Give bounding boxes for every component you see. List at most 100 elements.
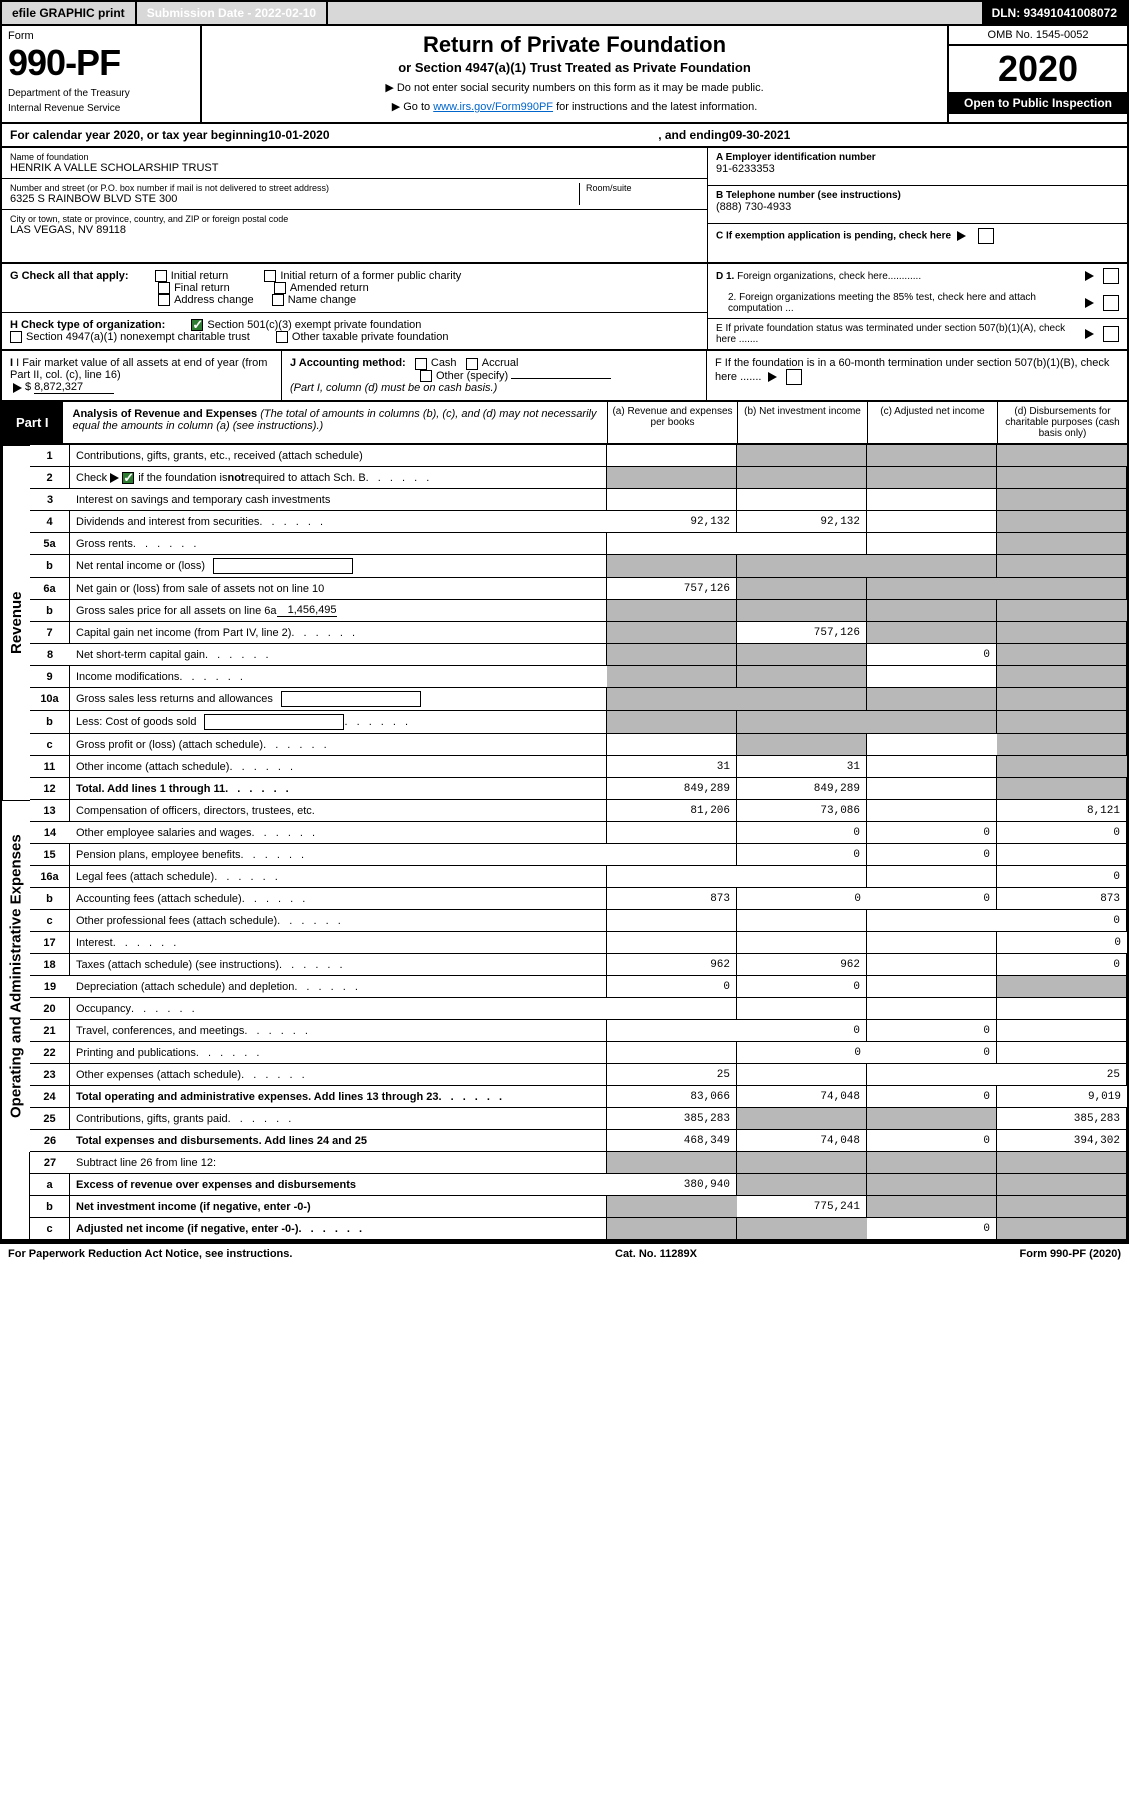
checkbox-501c3[interactable] bbox=[191, 319, 203, 331]
col-d-value: 385,283 bbox=[997, 1108, 1127, 1130]
col-c-value bbox=[867, 600, 997, 622]
tax-year: 2020 bbox=[949, 46, 1127, 92]
col-c-value bbox=[867, 954, 997, 976]
col-d-value: 0 bbox=[997, 822, 1127, 844]
line-number: 27 bbox=[30, 1152, 70, 1174]
col-a-value: 380,940 bbox=[607, 1174, 737, 1196]
col-b-value: 775,241 bbox=[737, 1196, 867, 1218]
dln: DLN: 93491041008072 bbox=[982, 2, 1127, 24]
col-b-value: 31 bbox=[737, 756, 867, 778]
line-description: Interest on savings and temporary cash i… bbox=[70, 489, 607, 511]
checkbox-initial-return[interactable] bbox=[155, 270, 167, 282]
identification-block: Name of foundation HENRIK A VALLE SCHOLA… bbox=[0, 148, 1129, 264]
line-number: 21 bbox=[30, 1020, 70, 1042]
line-number: a bbox=[30, 1174, 70, 1196]
checkbox-e[interactable] bbox=[1103, 326, 1119, 342]
line-number: 4 bbox=[30, 511, 70, 533]
col-d-value bbox=[997, 778, 1127, 800]
section-i: I I Fair market value of all assets at e… bbox=[2, 351, 282, 400]
col-b-value: 0 bbox=[737, 1020, 867, 1042]
line-number: 6a bbox=[30, 578, 70, 600]
checkbox-4947a1[interactable] bbox=[10, 331, 22, 343]
part-1-header: Part I Analysis of Revenue and Expenses … bbox=[0, 402, 1129, 445]
line-description: Dividends and interest from securities .… bbox=[70, 511, 607, 533]
col-d-value bbox=[997, 644, 1127, 666]
col-b-value bbox=[737, 467, 867, 489]
line-number: c bbox=[30, 734, 70, 756]
form-ref: Form 990-PF (2020) bbox=[1020, 1248, 1121, 1260]
checkbox-other-method[interactable] bbox=[420, 370, 432, 382]
exemption-pending-cell: C If exemption application is pending, c… bbox=[708, 224, 1127, 262]
col-b-value bbox=[737, 666, 867, 688]
col-d-value: 9,019 bbox=[997, 1086, 1127, 1108]
line-number: b bbox=[30, 711, 70, 734]
col-c-value bbox=[867, 555, 997, 578]
col-b-value: 0 bbox=[737, 822, 867, 844]
line-number: 25 bbox=[30, 1108, 70, 1130]
col-d-value: 873 bbox=[997, 888, 1127, 910]
instructions-link[interactable]: www.irs.gov/Form990PF bbox=[433, 101, 553, 113]
line-number: 17 bbox=[30, 932, 70, 954]
room-suite-label: Room/suite bbox=[586, 183, 699, 193]
form-subtitle: or Section 4947(a)(1) Trust Treated as P… bbox=[212, 60, 937, 75]
line-description: Other employee salaries and wages . . . … bbox=[70, 822, 607, 844]
checkbox-final-return[interactable] bbox=[158, 282, 170, 294]
col-d-value: 0 bbox=[997, 866, 1127, 888]
col-b-value bbox=[737, 445, 867, 467]
ein: 91-6233353 bbox=[716, 163, 1119, 175]
line-number: 24 bbox=[30, 1086, 70, 1108]
checkbox-d1[interactable] bbox=[1103, 268, 1119, 284]
col-b-value bbox=[737, 1108, 867, 1130]
col-c-value bbox=[867, 1174, 997, 1196]
checkbox-other-taxable[interactable] bbox=[276, 331, 288, 343]
line-description: Contributions, gifts, grants paid . . . … bbox=[70, 1108, 607, 1130]
efile-print-button[interactable]: efile GRAPHIC print bbox=[2, 2, 137, 24]
section-g-through-e: G Check all that apply: Initial return I… bbox=[0, 264, 1129, 351]
checkbox-amended[interactable] bbox=[274, 282, 286, 294]
checkbox-f[interactable] bbox=[786, 369, 802, 385]
col-b-value: 74,048 bbox=[737, 1086, 867, 1108]
col-a-value bbox=[607, 844, 737, 866]
line-description: Less: Cost of goods sold . . . . . . bbox=[70, 711, 607, 734]
checkbox-name-change[interactable] bbox=[272, 294, 284, 306]
col-a-value bbox=[607, 489, 737, 511]
omb-number: OMB No. 1545-0052 bbox=[949, 26, 1127, 46]
col-d-value: 394,302 bbox=[997, 1130, 1127, 1152]
col-c-value bbox=[867, 445, 997, 467]
line-description: Income modifications . . . . . . bbox=[70, 666, 607, 688]
line-description: Travel, conferences, and meetings . . . … bbox=[70, 1020, 607, 1042]
part-1-tab: Part I bbox=[2, 402, 63, 443]
col-a-value: 92,132 bbox=[607, 511, 737, 533]
checkbox-initial-former[interactable] bbox=[264, 270, 276, 282]
line-description: Net investment income (if negative, ente… bbox=[70, 1196, 607, 1218]
col-a-value bbox=[607, 998, 737, 1020]
col-d-value bbox=[997, 756, 1127, 778]
col-a-value: 83,066 bbox=[607, 1086, 737, 1108]
checkbox-address-change[interactable] bbox=[158, 294, 170, 306]
foundation-name-cell: Name of foundation HENRIK A VALLE SCHOLA… bbox=[2, 148, 707, 179]
col-a-value: 849,289 bbox=[607, 778, 737, 800]
col-a-value: 385,283 bbox=[607, 1108, 737, 1130]
col-a-value: 0 bbox=[607, 976, 737, 998]
col-a-value bbox=[607, 822, 737, 844]
col-b-value bbox=[737, 578, 867, 600]
checkbox-c[interactable] bbox=[978, 228, 994, 244]
catalog-number: Cat. No. 11289X bbox=[615, 1248, 697, 1260]
form-title-block: Return of Private Foundation or Section … bbox=[202, 26, 947, 122]
line-description: Legal fees (attach schedule) . . . . . . bbox=[70, 866, 607, 888]
checkbox-cash[interactable] bbox=[415, 358, 427, 370]
col-a-value bbox=[607, 1218, 737, 1240]
checkbox-accrual[interactable] bbox=[466, 358, 478, 370]
line-description: Total expenses and disbursements. Add li… bbox=[70, 1130, 607, 1152]
col-b-value bbox=[737, 555, 867, 578]
checkbox-d2[interactable] bbox=[1103, 295, 1119, 311]
paperwork-notice: For Paperwork Reduction Act Notice, see … bbox=[8, 1248, 292, 1260]
year-block: OMB No. 1545-0052 2020 Open to Public In… bbox=[947, 26, 1127, 122]
col-c-value bbox=[867, 1064, 997, 1086]
col-b-value bbox=[737, 489, 867, 511]
checkbox-sch-b[interactable] bbox=[122, 472, 134, 484]
col-d-header: (d) Disbursements for charitable purpose… bbox=[997, 402, 1127, 443]
col-b-value: 0 bbox=[737, 1042, 867, 1064]
col-b-value: 73,086 bbox=[737, 800, 867, 822]
col-c-value bbox=[867, 467, 997, 489]
